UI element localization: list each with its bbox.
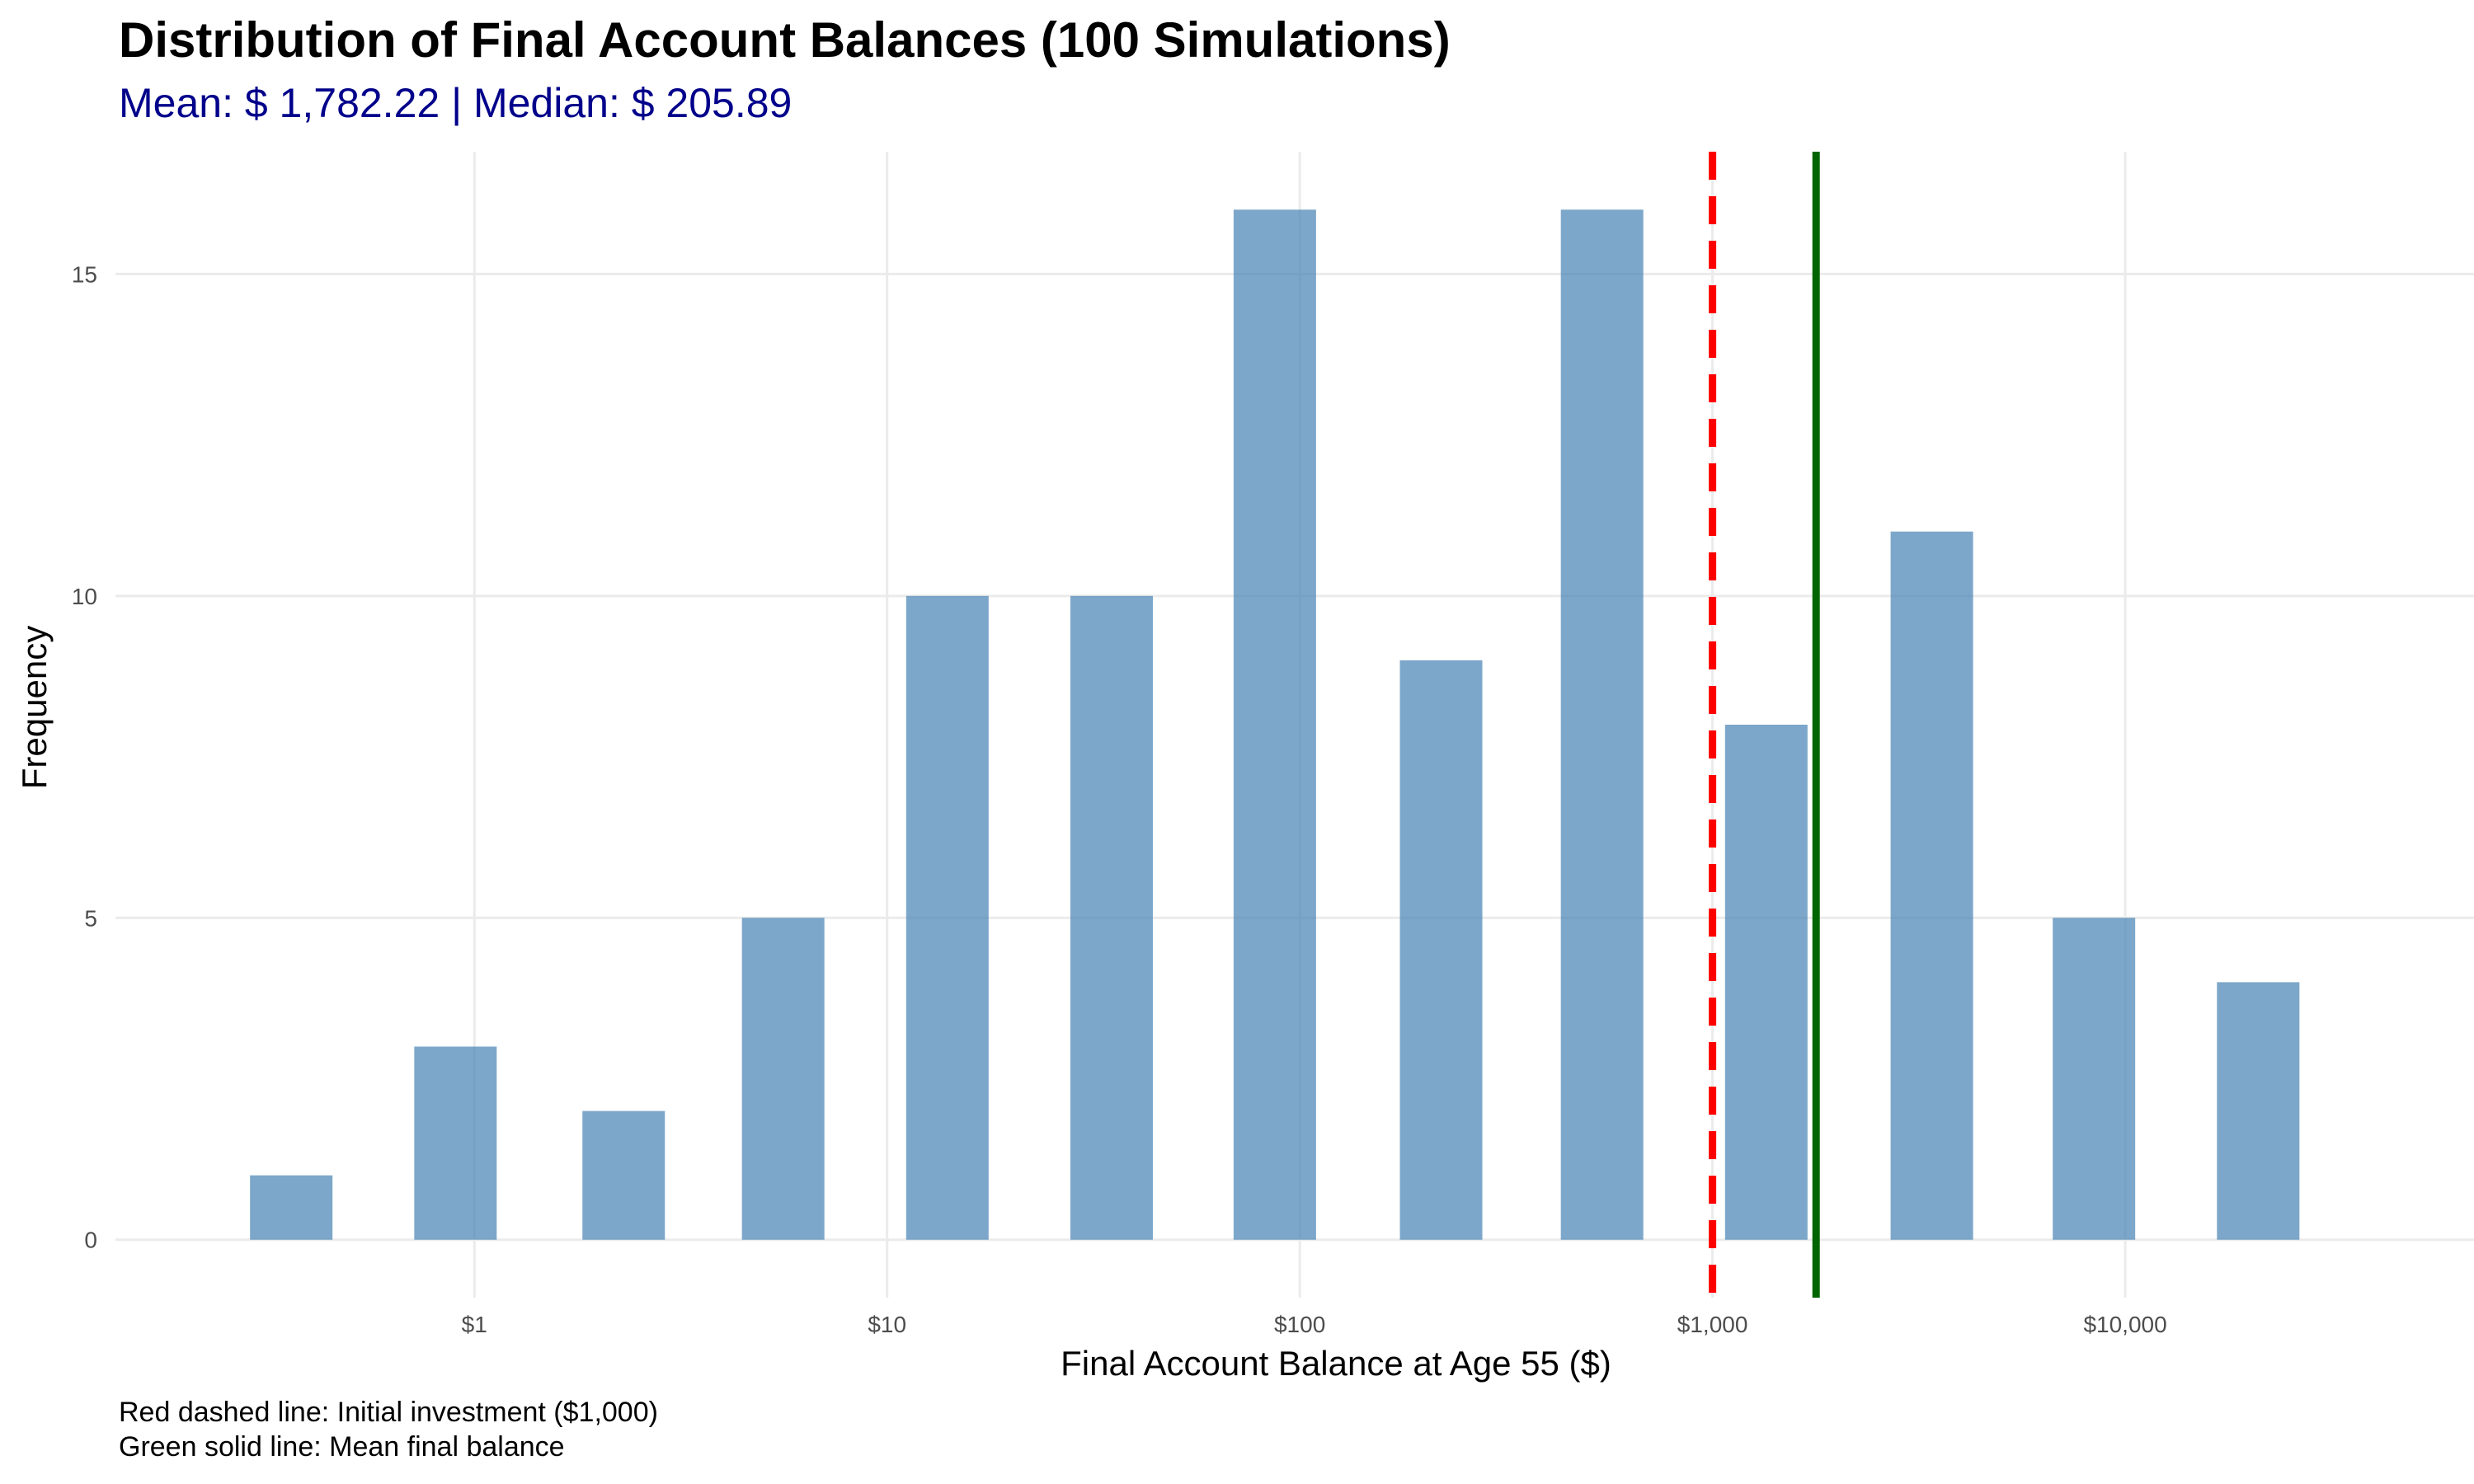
histogram-bar — [741, 918, 825, 1240]
histogram-bar — [414, 1046, 497, 1240]
chart-subtitle: Mean: $ 1,782.22 | Median: $ 205.89 — [119, 80, 793, 126]
y-axis-ticks: 0 5 10 15 — [72, 261, 97, 1252]
histogram-bar — [2053, 918, 2136, 1240]
x-tick-label: $1,000 — [1677, 1312, 1748, 1337]
caption-red-line: Red dashed line: Initial investment ($1,… — [119, 1397, 658, 1428]
x-axis-title: Final Account Balance at Age 55 ($) — [1061, 1344, 1611, 1383]
histogram-bar — [250, 1175, 333, 1240]
bars — [250, 209, 2300, 1240]
y-tick-label: 15 — [72, 261, 97, 287]
histogram-bar — [1560, 209, 1644, 1240]
y-axis-title: Frequency — [15, 626, 54, 789]
histogram-bar — [1233, 209, 1316, 1240]
histogram-bar — [2217, 982, 2300, 1240]
x-axis-ticks: $1 $10 $100 $1,000 $10,000 — [462, 1312, 2167, 1337]
x-tick-label: $10,000 — [2083, 1312, 2166, 1337]
caption-green-line: Green solid line: Mean final balance — [119, 1431, 565, 1463]
histogram-bar — [1724, 725, 1808, 1240]
histogram-bar — [582, 1111, 666, 1240]
x-tick-label: $1 — [462, 1312, 487, 1337]
y-tick-label: 0 — [84, 1228, 97, 1253]
histogram-bar — [1399, 660, 1483, 1240]
histogram-bar — [1070, 595, 1153, 1240]
y-tick-label: 10 — [72, 584, 97, 609]
histogram-bar — [1890, 531, 1973, 1240]
y-tick-label: 5 — [84, 905, 97, 931]
x-tick-label: $10 — [868, 1312, 906, 1337]
x-tick-label: $100 — [1274, 1312, 1325, 1337]
chart-title: Distribution of Final Account Balances (… — [119, 12, 1451, 68]
reference-lines — [1709, 152, 1820, 1298]
histogram-bar — [905, 595, 989, 1240]
